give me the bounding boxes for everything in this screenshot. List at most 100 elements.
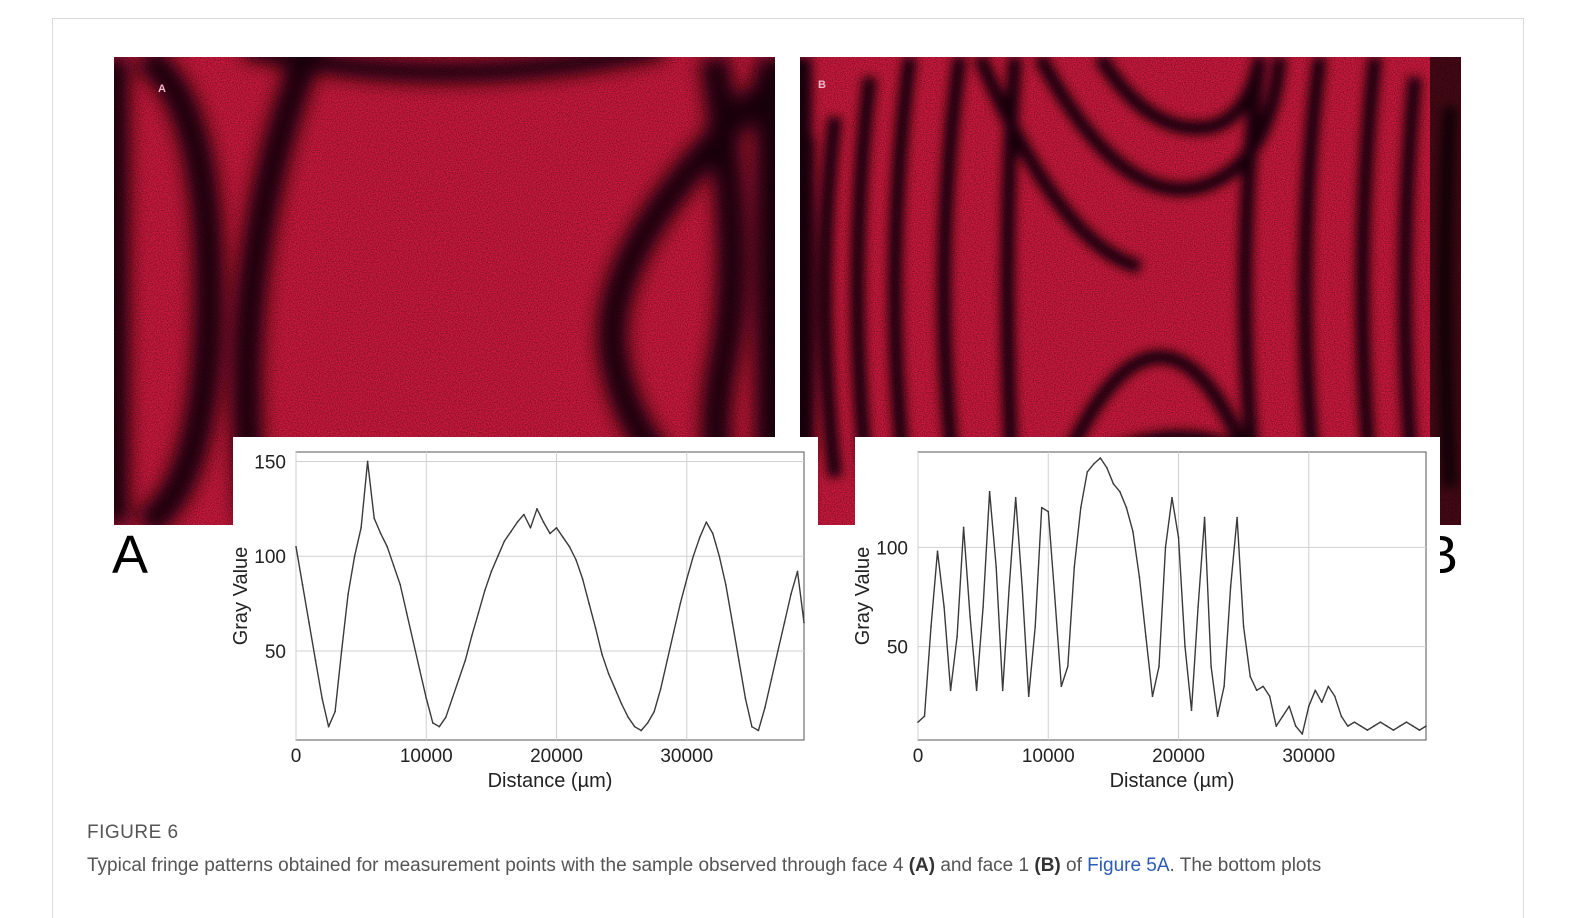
data-point-b-7 <box>962 526 965 529</box>
caption-ref-a: (A) <box>908 855 936 876</box>
data-point-b-42 <box>1190 709 1193 712</box>
data-point-b-70 <box>1373 725 1375 727</box>
data-point-b-53 <box>1262 685 1264 688</box>
data-point-a-48 <box>607 672 610 675</box>
y-tick-label-b-1: 100 <box>876 538 908 559</box>
data-point-b-59 <box>1301 733 1304 735</box>
data-point-a-42 <box>568 545 571 548</box>
plot-panel-a: 0 10000 20000 30000 50 100 150 Distance (µm) Gra… <box>233 437 818 802</box>
figure-frame <box>52 18 1524 918</box>
data-point-a-50 <box>620 703 623 705</box>
data-point-b-30 <box>1112 482 1115 485</box>
data-point-a-55 <box>653 710 656 713</box>
gray-value-plot-a: 0 10000 20000 30000 50 100 150 Distance (µm) Gra… <box>233 451 805 792</box>
data-point-a-31 <box>497 555 499 558</box>
x-tick-label-b-1: 10000 <box>1022 746 1075 767</box>
data-point-a-59 <box>679 602 682 605</box>
data-point-b-50 <box>1242 625 1245 628</box>
data-point-a-73 <box>770 678 773 681</box>
caption-part-3: of <box>1060 855 1088 876</box>
data-point-a-4 <box>321 697 323 700</box>
data-point-b-6 <box>956 635 958 638</box>
data-point-a-39 <box>549 532 551 535</box>
caption-ref-b: (B) <box>1034 855 1061 876</box>
data-point-a-46 <box>594 627 597 630</box>
figure-5a-link[interactable]: Figure 5A <box>1087 855 1170 876</box>
data-point-b-46 <box>1216 715 1219 717</box>
data-point-a-35 <box>523 513 525 516</box>
data-point-a-26 <box>464 659 467 662</box>
data-point-a-66 <box>725 583 727 586</box>
plot-area-b <box>917 451 1427 741</box>
x-tick-label-a-0: 0 <box>291 746 302 767</box>
data-point-b-77 <box>1418 729 1421 731</box>
data-point-a-57 <box>666 659 669 662</box>
data-point-b-10 <box>982 606 984 608</box>
x-axis-label-b: Distance (µm) <box>1110 770 1235 792</box>
image-letter-b: B <box>818 79 826 91</box>
data-point-b-26 <box>1086 471 1089 473</box>
data-point-a-63 <box>705 521 708 523</box>
data-point-a-18 <box>412 640 415 643</box>
data-point-a-65 <box>718 555 721 558</box>
data-point-a-71 <box>757 729 760 732</box>
data-point-b-51 <box>1249 675 1251 678</box>
data-point-a-14 <box>386 545 388 548</box>
data-point-a-37 <box>536 508 538 510</box>
data-point-b-52 <box>1255 689 1258 692</box>
data-point-a-70 <box>751 725 753 728</box>
panel-letter-a: A <box>112 525 149 585</box>
y-tick-label-a-1: 100 <box>254 547 286 568</box>
data-point-a-56 <box>659 688 662 690</box>
data-point-a-53 <box>640 729 642 732</box>
data-point-a-68 <box>738 659 740 662</box>
data-point-b-58 <box>1294 725 1297 727</box>
data-point-b-71 <box>1379 721 1382 723</box>
data-point-a-20 <box>425 697 428 700</box>
data-point-a-67 <box>731 621 734 624</box>
data-point-a-64 <box>712 532 714 535</box>
data-point-b-32 <box>1125 506 1128 509</box>
data-point-b-72 <box>1386 725 1388 727</box>
data-point-b-69 <box>1366 729 1369 731</box>
data-point-a-60 <box>685 578 688 580</box>
data-point-a-29 <box>484 589 486 592</box>
data-point-b-29 <box>1106 467 1108 469</box>
data-point-a-12 <box>373 517 375 520</box>
data-point-b-9 <box>975 689 978 692</box>
caption-part-2: and face 1 <box>935 855 1035 876</box>
y-tick-label-b-0: 50 <box>887 638 908 659</box>
x-tick-label-b-0: 0 <box>913 746 924 767</box>
data-point-b-12 <box>995 566 997 568</box>
figure-caption: FIGURE 6 Typical fringe patterns obtaine… <box>87 822 1497 879</box>
data-point-b-1 <box>923 715 926 717</box>
x-tick-label-a-1: 10000 <box>400 746 453 767</box>
y-axis-label-b: Gray Value <box>855 547 874 646</box>
x-tick-label-a-3: 30000 <box>660 746 713 767</box>
image-letter-a: A <box>158 83 166 95</box>
data-point-b-18 <box>1034 625 1037 628</box>
data-point-a-69 <box>744 697 747 700</box>
data-point-b-39 <box>1171 496 1173 499</box>
data-point-b-37 <box>1158 665 1160 668</box>
data-point-a-21 <box>431 722 434 724</box>
data-point-b-11 <box>988 490 991 493</box>
data-point-b-20 <box>1047 510 1050 513</box>
data-point-a-72 <box>764 706 766 709</box>
data-point-b-75 <box>1405 721 1408 723</box>
data-point-a-78 <box>803 621 805 624</box>
data-point-a-3 <box>314 659 317 662</box>
figure-label: FIGURE 6 <box>87 822 179 843</box>
data-point-b-66 <box>1347 725 1349 727</box>
data-point-a-75 <box>783 621 786 624</box>
data-point-b-36 <box>1151 695 1154 698</box>
data-point-b-56 <box>1281 715 1284 717</box>
plot-panel-b: 0 10000 20000 30000 50 100 Distance (µm) Gray V… <box>855 437 1440 802</box>
data-point-b-40 <box>1177 536 1180 539</box>
data-point-b-60 <box>1307 705 1310 708</box>
data-point-b-23 <box>1066 665 1069 668</box>
data-point-a-30 <box>490 570 493 573</box>
data-point-b-5 <box>949 689 952 692</box>
data-point-a-45 <box>588 602 590 605</box>
data-point-b-38 <box>1164 546 1167 549</box>
